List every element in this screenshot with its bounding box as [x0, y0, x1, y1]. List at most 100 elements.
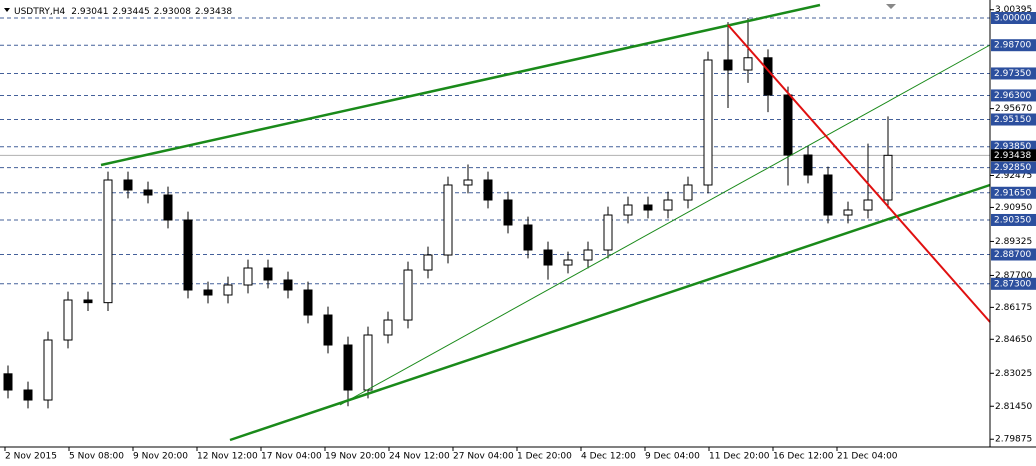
axis: 3.00395 2.95670 2.92475 2.90950 2.89325 2.877… — [4, 5, 1036, 462]
lower-channel-line — [229, 183, 991, 442]
x-tick-label: 1 Dec 20:00 — [517, 452, 572, 462]
x-tick-label: 11 Dec 20:00 — [709, 452, 770, 462]
level-label: 2.93850 — [994, 142, 1031, 152]
x-tick-label: 21 Dec 04:00 — [837, 452, 898, 462]
candle-body — [223, 284, 233, 296]
thin-trend-line — [339, 44, 991, 406]
candle-body — [763, 57, 773, 96]
x-tick-label: 4 Dec 12:00 — [581, 452, 636, 462]
header-value: 2.93438 — [195, 7, 232, 17]
y-tick-label: 2.79875 — [995, 435, 1032, 445]
candle-body — [503, 199, 513, 226]
y-tick-label: 2.83025 — [995, 369, 1032, 379]
candle-body — [783, 94, 793, 156]
level-label-box — [991, 89, 1036, 102]
level-label: 2.98700 — [994, 41, 1031, 51]
x-tick-label: 24 Nov 12:00 — [389, 452, 450, 462]
candle-body — [523, 224, 533, 251]
candle-body — [443, 184, 453, 256]
level-label-box — [991, 277, 1036, 290]
candle-body — [563, 259, 573, 266]
level-label: 2.95150 — [994, 115, 1031, 125]
shift-marker — [886, 4, 896, 9]
level-label-box — [991, 11, 1036, 24]
candle-body — [243, 267, 253, 286]
level-label: 2.92850 — [994, 163, 1031, 173]
x-tick-label: 2 Nov 2015 — [5, 452, 57, 462]
y-tick-label: 2.92475 — [995, 171, 1032, 181]
x-tick-label: 19 Nov 20:00 — [325, 452, 386, 462]
candle-body — [803, 154, 813, 176]
levels — [0, 17, 990, 285]
candle-body — [163, 194, 173, 221]
candle-body — [103, 179, 113, 304]
candle-body — [383, 319, 393, 336]
y-tick-label: 2.87700 — [995, 271, 1032, 281]
candle-body — [483, 179, 493, 201]
chart-header: USDTRY,H4 2.93041 2.93445 2.93008 2.93438 — [14, 7, 232, 17]
trendlines — [100, 3, 991, 442]
y-tick-label: 2.81450 — [995, 402, 1032, 412]
level-label-box — [991, 161, 1036, 174]
level-label: 2.88700 — [994, 250, 1031, 260]
level-label-box — [991, 248, 1036, 261]
candle-body — [203, 289, 213, 296]
y-tick-label: 2.95670 — [995, 104, 1032, 114]
candle-body — [3, 373, 13, 391]
candle-body — [663, 199, 673, 211]
level-label-box — [991, 39, 1036, 52]
candle-body — [183, 219, 193, 291]
candle-body — [883, 154, 893, 201]
candle-body — [303, 289, 313, 316]
candle-body — [843, 209, 853, 216]
x-tick-label: 5 Nov 08:00 — [69, 452, 124, 462]
x-tick-label: 12 Nov 12:00 — [197, 452, 258, 462]
candle-body — [823, 174, 833, 216]
x-tick-label: 9 Nov 20:00 — [133, 452, 188, 462]
x-tick-label: 17 Nov 04:00 — [261, 452, 322, 462]
candle-body — [323, 314, 333, 346]
candle-body — [63, 299, 73, 341]
candle-body — [703, 59, 713, 186]
candle-body — [643, 204, 653, 211]
level-label-box — [991, 113, 1036, 126]
level-label: 2.87300 — [994, 279, 1031, 289]
menu-triangle[interactable] — [4, 8, 10, 12]
y-tick-label: 3.00395 — [995, 5, 1032, 15]
down-trend-line — [727, 24, 991, 323]
symbol: USDTRY,H4 — [14, 7, 66, 17]
candle-body — [83, 299, 93, 304]
candle-body — [543, 249, 553, 266]
candle-body — [623, 204, 633, 216]
candle-body — [283, 279, 293, 291]
header-value: 2.93041 — [71, 7, 108, 17]
candle-body — [343, 344, 353, 391]
candle-body — [463, 179, 473, 186]
y-tick-label: 2.86175 — [995, 303, 1032, 313]
level-label: 3.00000 — [994, 13, 1031, 23]
x-tick-label: 9 Dec 04:00 — [645, 452, 700, 462]
candle-body — [423, 254, 433, 271]
level-label: 2.90350 — [994, 215, 1031, 225]
level-label-box — [991, 186, 1036, 199]
candle-body — [363, 334, 373, 391]
candle-body — [603, 214, 613, 251]
level-label: 2.97350 — [994, 69, 1031, 79]
candle-body — [263, 267, 273, 281]
level-label: 2.96300 — [994, 91, 1031, 101]
y-tick-label: 2.89325 — [995, 237, 1032, 247]
x-tick-label: 16 Dec 12:00 — [773, 452, 834, 462]
x-tick-label: 27 Nov 04:00 — [453, 452, 514, 462]
candle-body — [403, 269, 413, 321]
candle-body — [23, 389, 33, 401]
candle-body — [683, 184, 693, 201]
header-value: 2.93445 — [112, 7, 149, 17]
candles — [3, 17, 893, 409]
candle-body — [723, 59, 733, 71]
candle-body — [43, 339, 53, 401]
level-label: 2.91650 — [994, 188, 1031, 198]
current-price-box — [991, 149, 1036, 162]
candle-body — [743, 57, 753, 71]
